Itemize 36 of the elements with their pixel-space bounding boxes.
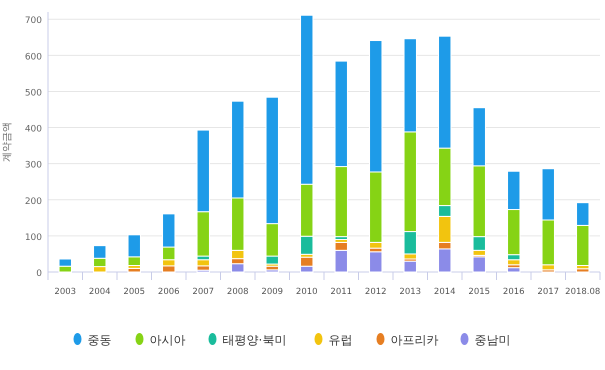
bar — [369, 251, 382, 272]
bar — [507, 259, 520, 266]
x-tick-label: 2015 — [468, 287, 490, 297]
y-axis-title: 계약금액 — [2, 122, 13, 162]
bar — [404, 260, 417, 272]
x-tick-label: 2011 — [330, 287, 352, 297]
legend-label: 아프리카 — [390, 333, 438, 347]
x-tick-label: 2007 — [192, 287, 214, 297]
x-tick-label: 2017 — [537, 287, 560, 297]
y-tick-label: 100 — [24, 232, 42, 243]
legend-label: 중동 — [88, 333, 112, 347]
x-tick-label: 2018.08 — [565, 287, 600, 297]
bar — [196, 259, 210, 266]
legend-label: 유럽 — [328, 333, 352, 347]
y-tick-label: 500 — [24, 88, 42, 98]
x-tick-label: 2010 — [296, 287, 318, 297]
legend-label: 아시아 — [150, 333, 186, 347]
y-tick-label: 300 — [24, 160, 42, 171]
x-tick-label: 2014 — [434, 287, 456, 297]
legend-label: 중남미 — [474, 333, 510, 347]
y-tick-label: 200 — [24, 196, 42, 207]
x-tick-label: 2012 — [364, 287, 387, 297]
x-tick-label: 2006 — [158, 287, 180, 297]
x-tick-label: 2016 — [502, 287, 525, 297]
y-tick-label: 600 — [24, 52, 42, 62]
y-tick-label: 0 — [36, 269, 42, 279]
bar — [231, 263, 244, 272]
x-tick-label: 2009 — [261, 287, 284, 297]
x-tick-label: 2005 — [123, 287, 146, 297]
x-tick-label: 2008 — [226, 287, 249, 297]
x-tick-label: 2013 — [399, 287, 422, 297]
x-tick-label: 2004 — [88, 287, 111, 297]
y-tick-label: 400 — [24, 124, 42, 135]
y-tick-label: 700 — [24, 16, 42, 26]
x-tick-label: 2003 — [54, 287, 76, 297]
legend-label: 태평양·북미 — [222, 333, 286, 347]
